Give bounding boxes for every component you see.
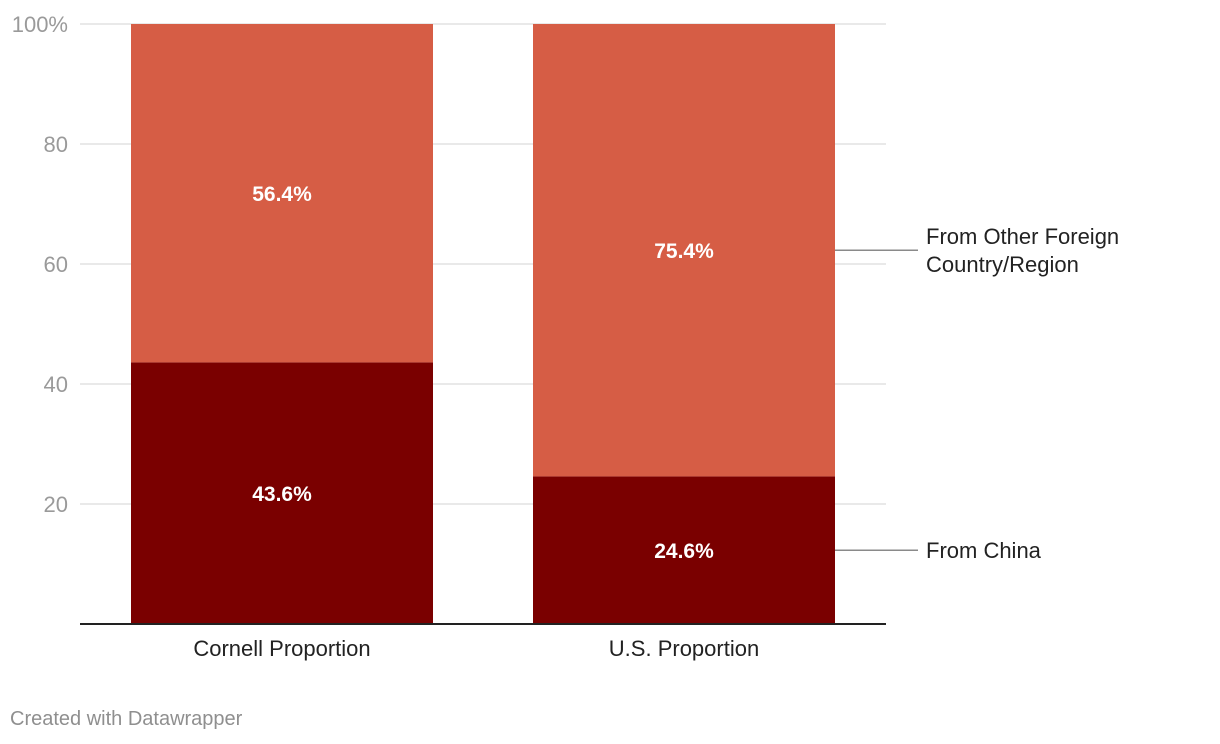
y-tick-label-60: 60 [44,252,68,277]
x-category-label-us: U.S. Proportion [609,636,759,661]
bar-china-cornell [131,362,433,624]
bar-other-cornell [131,24,433,363]
stacked-bar-chart: 100% 80 60 40 20 43.6% 56.4% Cornell Proportion… [12,12,1119,661]
y-tick-label-80: 80 [44,132,68,157]
legend-label-other-line-1: From Other Foreign [926,224,1119,249]
y-tick-label-100: 100% [12,12,68,37]
legend-label-other-line-2: Country/Region [926,252,1079,277]
bar-china-us [533,476,835,624]
y-tick-label-40: 40 [44,372,68,397]
datawrapper-credit: Created with Datawrapper [10,708,243,730]
bar-other-us [533,24,835,477]
x-category-label-cornell: Cornell Proportion [193,636,370,661]
legend-label-china-line-1: From China [926,538,1042,563]
data-label-other-cornell: 56.4% [252,183,312,206]
data-label-china-cornell: 43.6% [252,483,312,506]
y-tick-label-20: 20 [44,492,68,517]
data-label-china-us: 24.6% [654,540,714,563]
data-label-other-us: 75.4% [654,240,714,263]
